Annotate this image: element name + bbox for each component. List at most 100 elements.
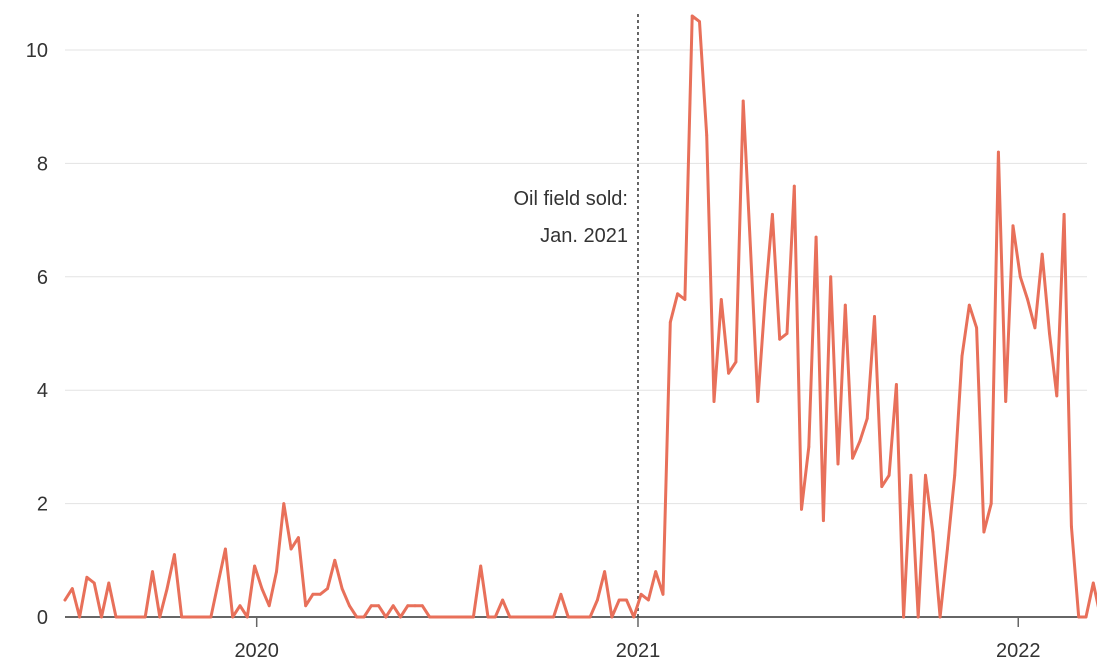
data-point — [537, 615, 541, 619]
data-point — [1070, 524, 1073, 528]
data-point — [814, 235, 818, 239]
data-point — [187, 615, 191, 619]
data-point — [676, 292, 679, 296]
data-point — [975, 326, 978, 330]
data-point — [165, 587, 169, 590]
data-point — [275, 570, 278, 573]
data-point — [530, 615, 534, 619]
data-point — [523, 615, 526, 619]
data-point — [574, 615, 577, 619]
data-point — [121, 615, 125, 619]
data-point — [989, 502, 993, 505]
y-tick-label: 0 — [37, 607, 48, 629]
data-point — [771, 213, 774, 216]
data-point — [851, 456, 854, 460]
data-point — [1011, 224, 1015, 228]
data-point — [231, 615, 235, 619]
y-tick-label: 8 — [37, 153, 48, 175]
data-point — [698, 20, 701, 23]
data-point — [982, 530, 986, 534]
data-point — [158, 615, 162, 619]
data-point — [486, 615, 490, 619]
data-point — [501, 598, 504, 602]
data-point — [479, 564, 483, 568]
data-point — [136, 615, 140, 619]
data-point — [304, 604, 308, 608]
data-point — [362, 615, 366, 619]
data-point — [1091, 581, 1095, 585]
data-point — [967, 303, 971, 307]
data-point — [406, 604, 410, 608]
data-point — [333, 558, 337, 562]
data-point — [617, 598, 621, 602]
y-tick-label: 4 — [37, 380, 48, 402]
data-point — [202, 615, 206, 619]
series-line — [63, 14, 1097, 619]
data-point — [428, 615, 431, 619]
data-point — [668, 320, 672, 324]
data-point — [843, 303, 847, 307]
data-point — [318, 592, 322, 596]
data-point — [873, 315, 876, 318]
data-point — [508, 615, 512, 619]
data-point — [70, 587, 74, 590]
data-point — [654, 570, 658, 573]
data-point — [457, 615, 461, 619]
data-point — [807, 445, 811, 449]
data-point — [690, 14, 694, 18]
data-point — [224, 547, 227, 551]
data-point — [151, 570, 154, 573]
y-tick-label: 10 — [26, 40, 48, 62]
data-point — [238, 604, 242, 608]
data-point — [756, 400, 760, 403]
data-point — [78, 615, 81, 619]
data-point — [253, 564, 256, 568]
data-point — [763, 298, 767, 301]
data-point — [267, 604, 271, 608]
data-point — [85, 575, 89, 579]
data-point — [741, 99, 745, 103]
data-point — [1018, 275, 1022, 279]
data-point — [180, 615, 184, 619]
data-point — [472, 615, 475, 619]
data-point — [340, 587, 344, 590]
data-point — [822, 519, 825, 522]
data-point — [515, 615, 519, 619]
data-point — [107, 581, 111, 585]
data-point — [355, 615, 359, 619]
data-point — [953, 473, 957, 477]
data-point — [712, 400, 716, 403]
data-point — [909, 473, 913, 477]
data-point — [887, 473, 891, 477]
data-point — [719, 298, 723, 301]
data-point — [450, 615, 453, 619]
data-point — [311, 592, 315, 596]
data-point — [836, 462, 840, 466]
data-points — [63, 14, 1095, 619]
data-point — [581, 615, 585, 619]
data-point — [420, 604, 424, 608]
data-point — [902, 615, 905, 619]
data-point — [544, 615, 548, 619]
x-axis: 2020 2021 2022 — [65, 616, 1087, 662]
data-point — [297, 536, 300, 539]
data-point — [289, 547, 293, 551]
data-point — [1004, 400, 1008, 403]
data-point — [785, 332, 789, 335]
data-point — [705, 133, 709, 137]
data-point — [683, 298, 687, 301]
data-point — [391, 604, 395, 608]
data-point — [464, 615, 468, 619]
data-point — [348, 604, 351, 608]
data-point — [1026, 298, 1029, 301]
data-point — [632, 615, 636, 619]
y-tick-label: 6 — [37, 267, 48, 289]
data-point — [916, 615, 920, 619]
data-point — [588, 615, 592, 619]
data-point — [566, 615, 570, 619]
data-point — [596, 598, 599, 602]
data-point — [435, 615, 439, 619]
data-point — [778, 337, 782, 341]
data-point — [661, 592, 665, 596]
